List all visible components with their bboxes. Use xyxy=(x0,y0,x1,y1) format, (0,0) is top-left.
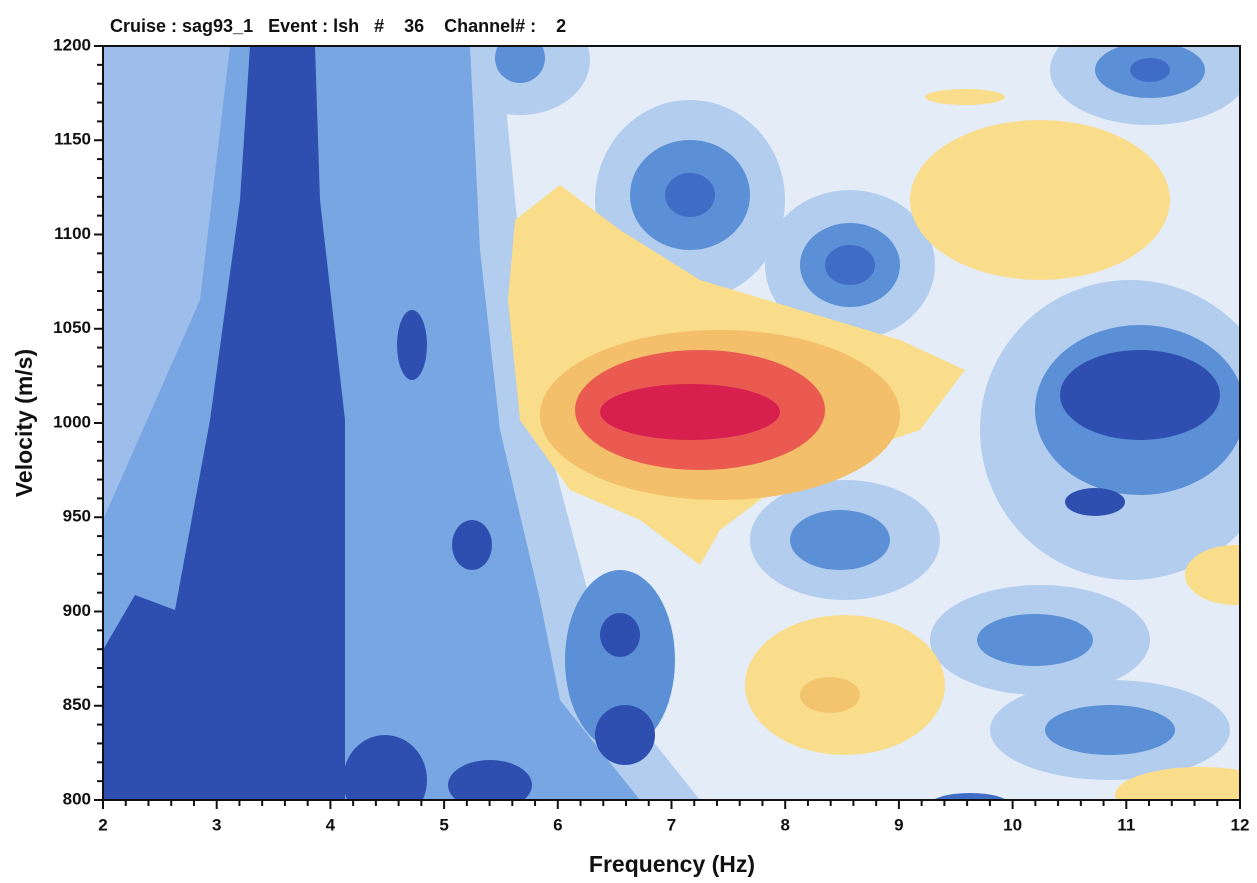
x-axis-label: Frequency (Hz) xyxy=(589,851,755,877)
x-tick-label: 7 xyxy=(667,815,676,834)
y-tick-label: 1050 xyxy=(53,318,91,337)
contour-field xyxy=(103,46,1240,800)
x-tick-label: 6 xyxy=(553,815,562,834)
y-tick-label: 850 xyxy=(63,695,91,714)
x-tick-label: 8 xyxy=(780,815,789,834)
x-tick-label: 10 xyxy=(1003,815,1022,834)
x-tick-label: 4 xyxy=(326,815,336,834)
chart-title: Cruise : sag93_1 Event : lsh # 36 Channe… xyxy=(110,16,566,36)
y-tick-label: 1000 xyxy=(53,412,91,431)
y-tick-label: 900 xyxy=(63,601,91,620)
y-tick-label: 950 xyxy=(63,507,91,526)
y-tick-label: 800 xyxy=(63,789,91,808)
x-tick-label: 12 xyxy=(1231,815,1250,834)
y-tick-label: 1100 xyxy=(54,224,91,243)
x-tick-label: 9 xyxy=(894,815,903,834)
x-tick-label: 3 xyxy=(212,815,221,834)
y-tick-label: 1200 xyxy=(53,35,91,54)
y-tick-label: 1150 xyxy=(54,130,91,149)
x-tick-label: 5 xyxy=(439,815,448,834)
x-tick-label: 11 xyxy=(1117,815,1135,834)
y-axis-label: Velocity (m/s) xyxy=(11,349,37,497)
x-tick-label: 2 xyxy=(98,815,107,834)
